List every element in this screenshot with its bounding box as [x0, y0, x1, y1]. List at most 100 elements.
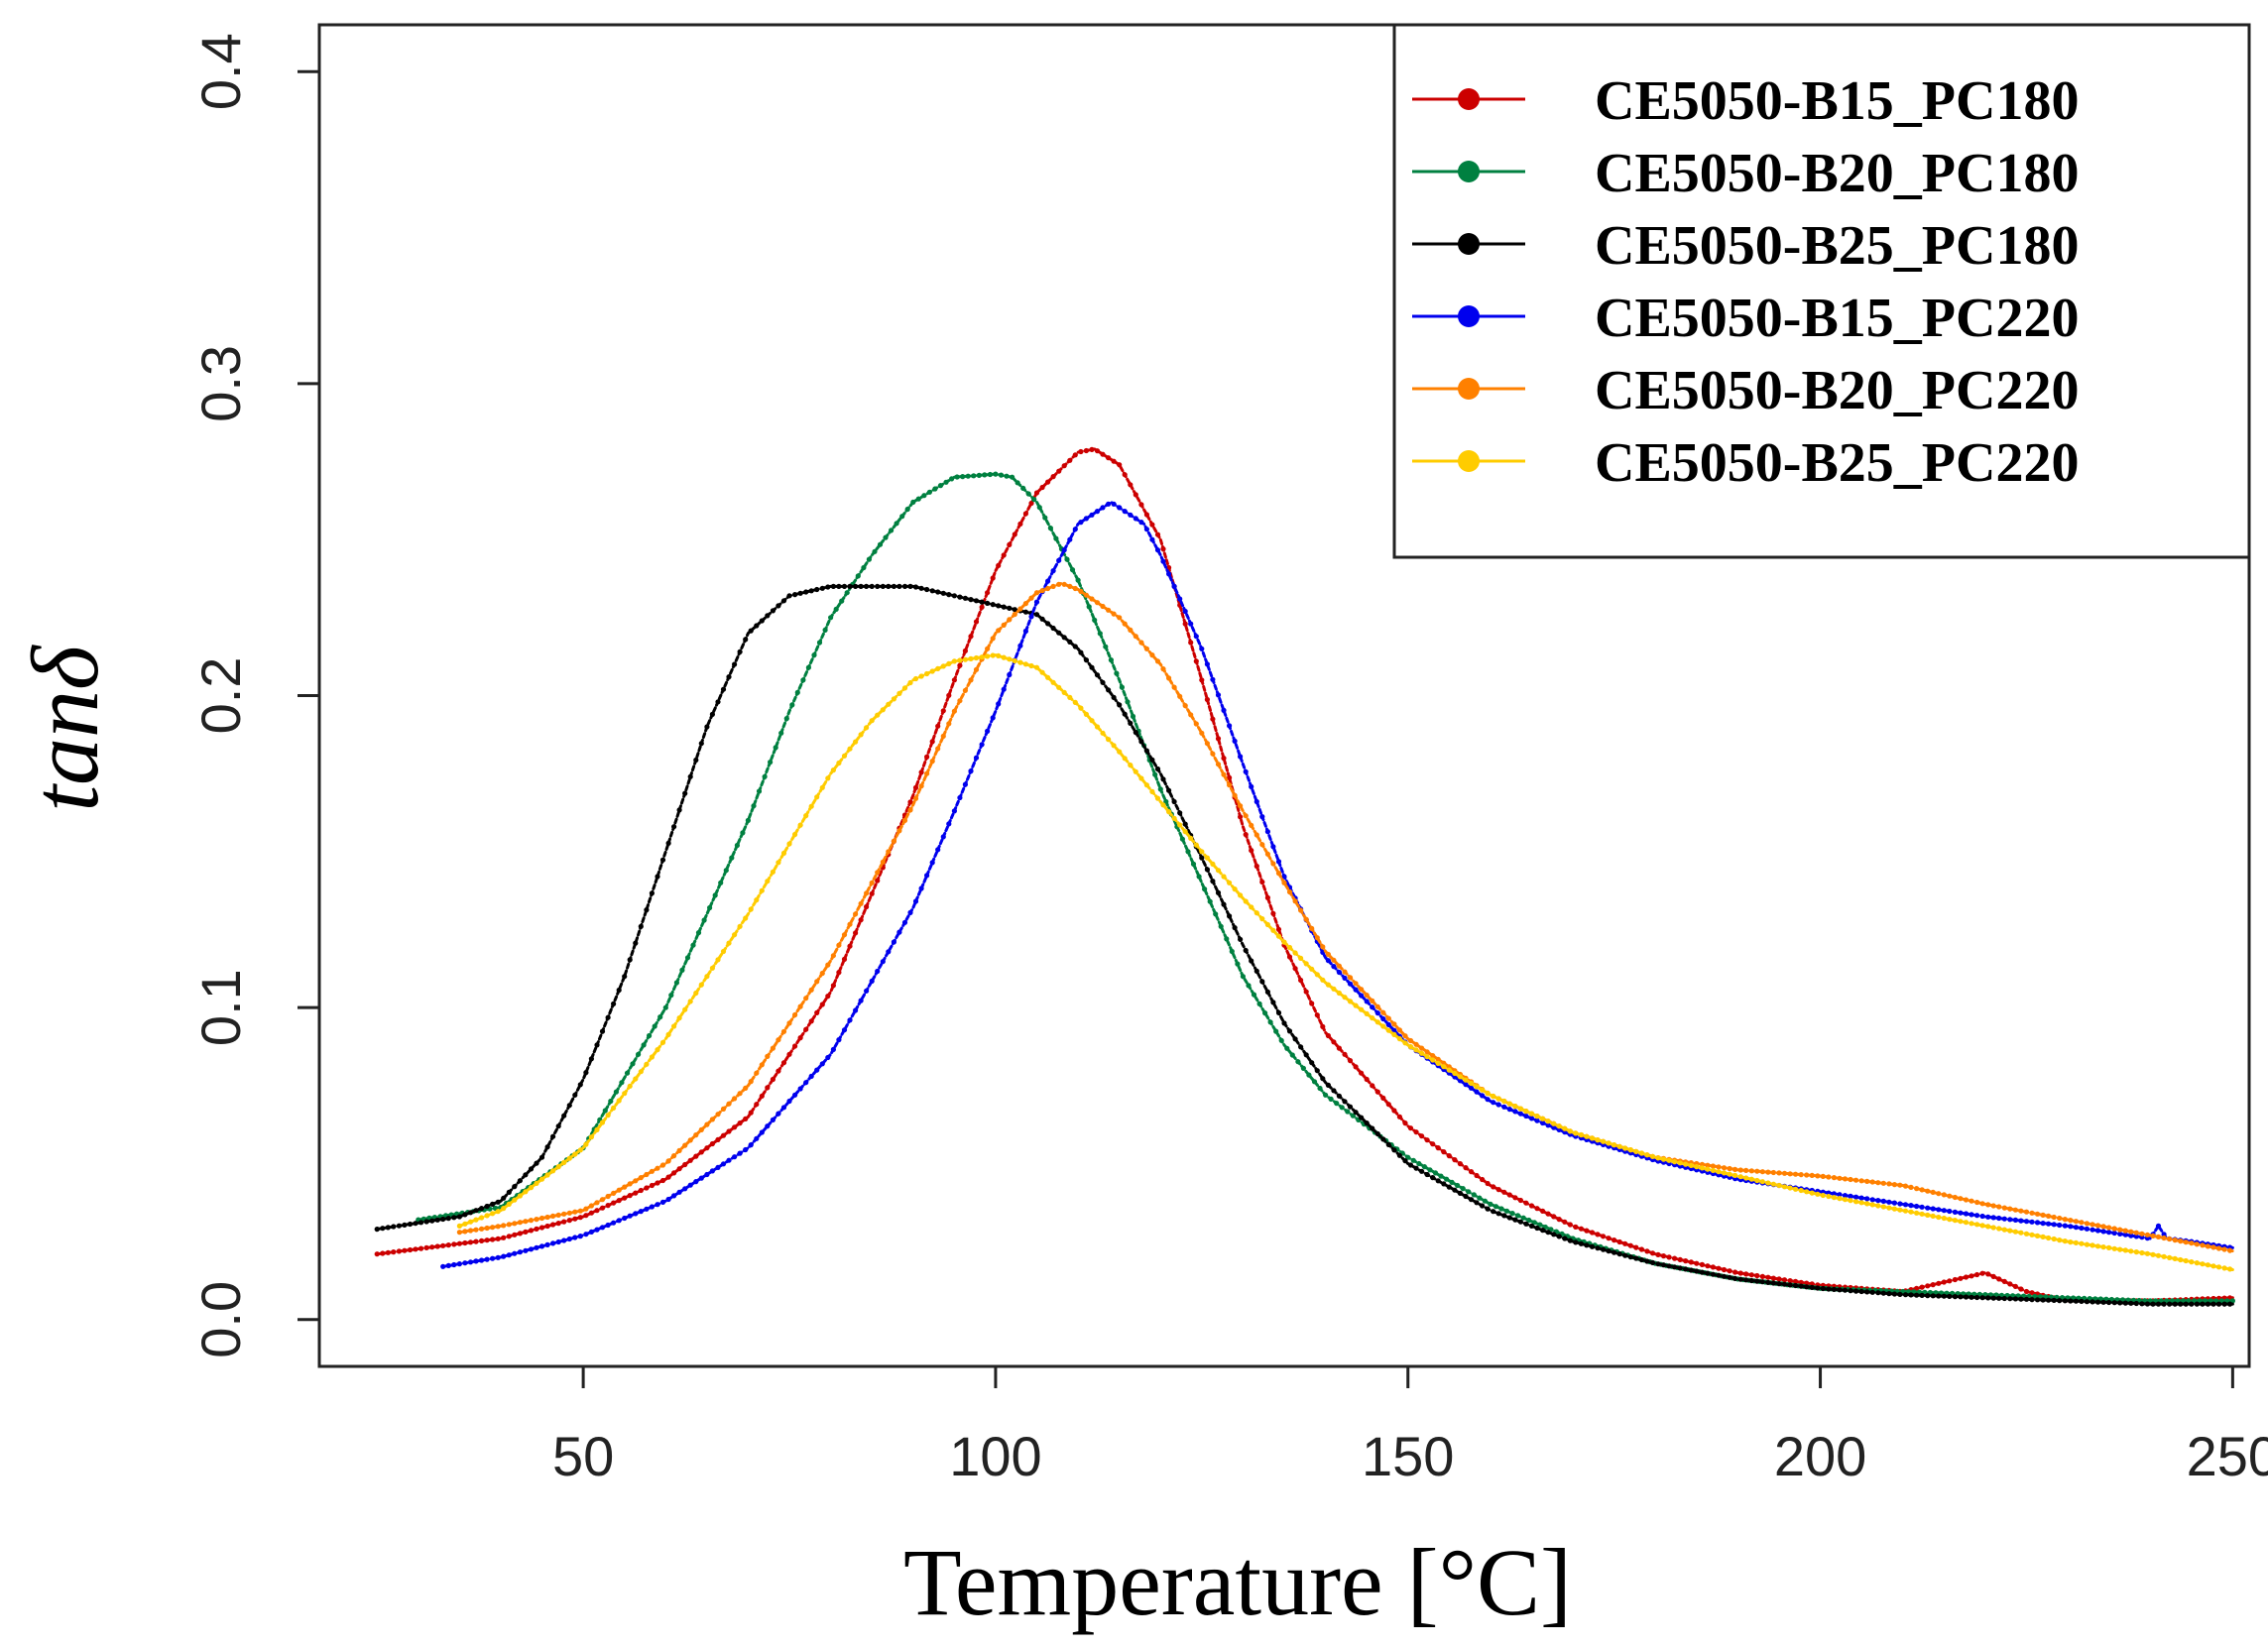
data-point: [1660, 1253, 1667, 1259]
data-point: [1045, 578, 1051, 584]
data-point: [1033, 664, 1040, 670]
data-point: [627, 1181, 633, 1187]
data-point: [1138, 640, 1144, 646]
data-point: [973, 666, 980, 672]
data-point: [1471, 1192, 1477, 1198]
data-point: [1243, 947, 1249, 954]
data-point: [2012, 1207, 2018, 1213]
legend-label: CE5050-B15_PC180: [1595, 70, 2079, 132]
data-point: [704, 1145, 710, 1151]
data-point: [2122, 1300, 2128, 1306]
x-tick-label: 200: [1774, 1425, 1866, 1487]
data-point: [1908, 1203, 1914, 1209]
data-point: [583, 1070, 589, 1076]
data-point: [2128, 1229, 2134, 1235]
data-point: [1303, 1052, 1309, 1058]
data-point: [1804, 1189, 1810, 1195]
data-point: [985, 653, 991, 659]
data-point: [1210, 861, 1216, 868]
data-point: [756, 788, 763, 794]
data-point: [1072, 527, 1078, 532]
data-point: [1171, 798, 1177, 805]
data-point: [1858, 1178, 1864, 1184]
data-point: [861, 564, 867, 571]
data-point: [979, 742, 985, 748]
data-point: [1710, 1264, 1716, 1270]
data-point: [1188, 712, 1194, 718]
data-point: [1017, 521, 1023, 528]
data-point: [467, 1228, 474, 1234]
data-point: [1622, 1240, 1628, 1246]
data-point: [1249, 822, 1254, 829]
data-point: [1072, 699, 1078, 706]
data-point: [2034, 1211, 2041, 1217]
data-point: [1716, 1164, 1722, 1170]
data-point: [704, 1171, 710, 1178]
data-point: [611, 1001, 617, 1007]
data-point: [671, 1193, 677, 1199]
data-point: [1677, 1265, 1683, 1271]
data-point: [2139, 1249, 2145, 1256]
data-point: [594, 1208, 600, 1214]
data-point: [1446, 1067, 1452, 1073]
data-point: [644, 1206, 650, 1212]
data-point: [1875, 1180, 1881, 1186]
data-point: [985, 728, 991, 735]
data-point: [517, 1220, 524, 1226]
data-point: [594, 1227, 600, 1233]
data-point: [762, 773, 768, 779]
data-point: [743, 1146, 749, 1153]
data-point: [1534, 1114, 1540, 1119]
data-point: [1342, 1099, 1348, 1105]
data-point: [523, 1219, 529, 1225]
data-point: [968, 634, 974, 640]
data-point: [891, 696, 897, 702]
data-point: [1506, 1215, 1512, 1221]
data-point: [1793, 1171, 1799, 1177]
data-point: [1853, 1177, 1859, 1183]
data-point: [682, 1186, 688, 1192]
data-point: [1246, 983, 1252, 989]
data-point: [1064, 556, 1070, 562]
data-point: [1122, 756, 1128, 762]
data-point: [2128, 1300, 2134, 1306]
data-point: [1264, 829, 1270, 835]
data-point: [853, 739, 859, 745]
data-point: [1072, 585, 1078, 592]
data-point: [462, 1239, 468, 1246]
data-point: [1705, 1162, 1711, 1168]
data-point: [1152, 771, 1158, 777]
data-point: [2106, 1230, 2112, 1236]
data-point: [1331, 1088, 1337, 1094]
data-point: [1012, 611, 1017, 618]
data-point: [1485, 1097, 1491, 1103]
data-point: [605, 1203, 611, 1209]
data-point: [676, 1189, 682, 1195]
data-point: [1952, 1294, 1958, 1300]
data-point: [886, 583, 892, 590]
data-point: [2150, 1233, 2156, 1238]
data-point: [1880, 1198, 1886, 1204]
data-point: [512, 1232, 518, 1237]
data-point: [1359, 1070, 1365, 1076]
data-point: [990, 652, 996, 658]
data-point: [1022, 628, 1028, 635]
data-point: [946, 821, 952, 827]
data-point: [566, 1236, 572, 1242]
data-point: [2139, 1231, 2145, 1237]
data-point: [668, 993, 674, 999]
data-point: [1444, 1176, 1450, 1182]
data-point: [1517, 1219, 1523, 1225]
data-point: [918, 769, 924, 775]
data-point: [1891, 1182, 1897, 1188]
data-point: [1267, 1019, 1273, 1025]
data-point: [836, 970, 842, 976]
data-point: [1815, 1191, 1821, 1197]
data-point: [1177, 693, 1183, 699]
data-point: [608, 1098, 614, 1105]
data-point: [720, 1106, 727, 1112]
data-point: [2144, 1232, 2150, 1237]
data-point: [1056, 581, 1062, 587]
data-point: [2227, 1301, 2233, 1307]
data-point: [726, 1128, 732, 1134]
